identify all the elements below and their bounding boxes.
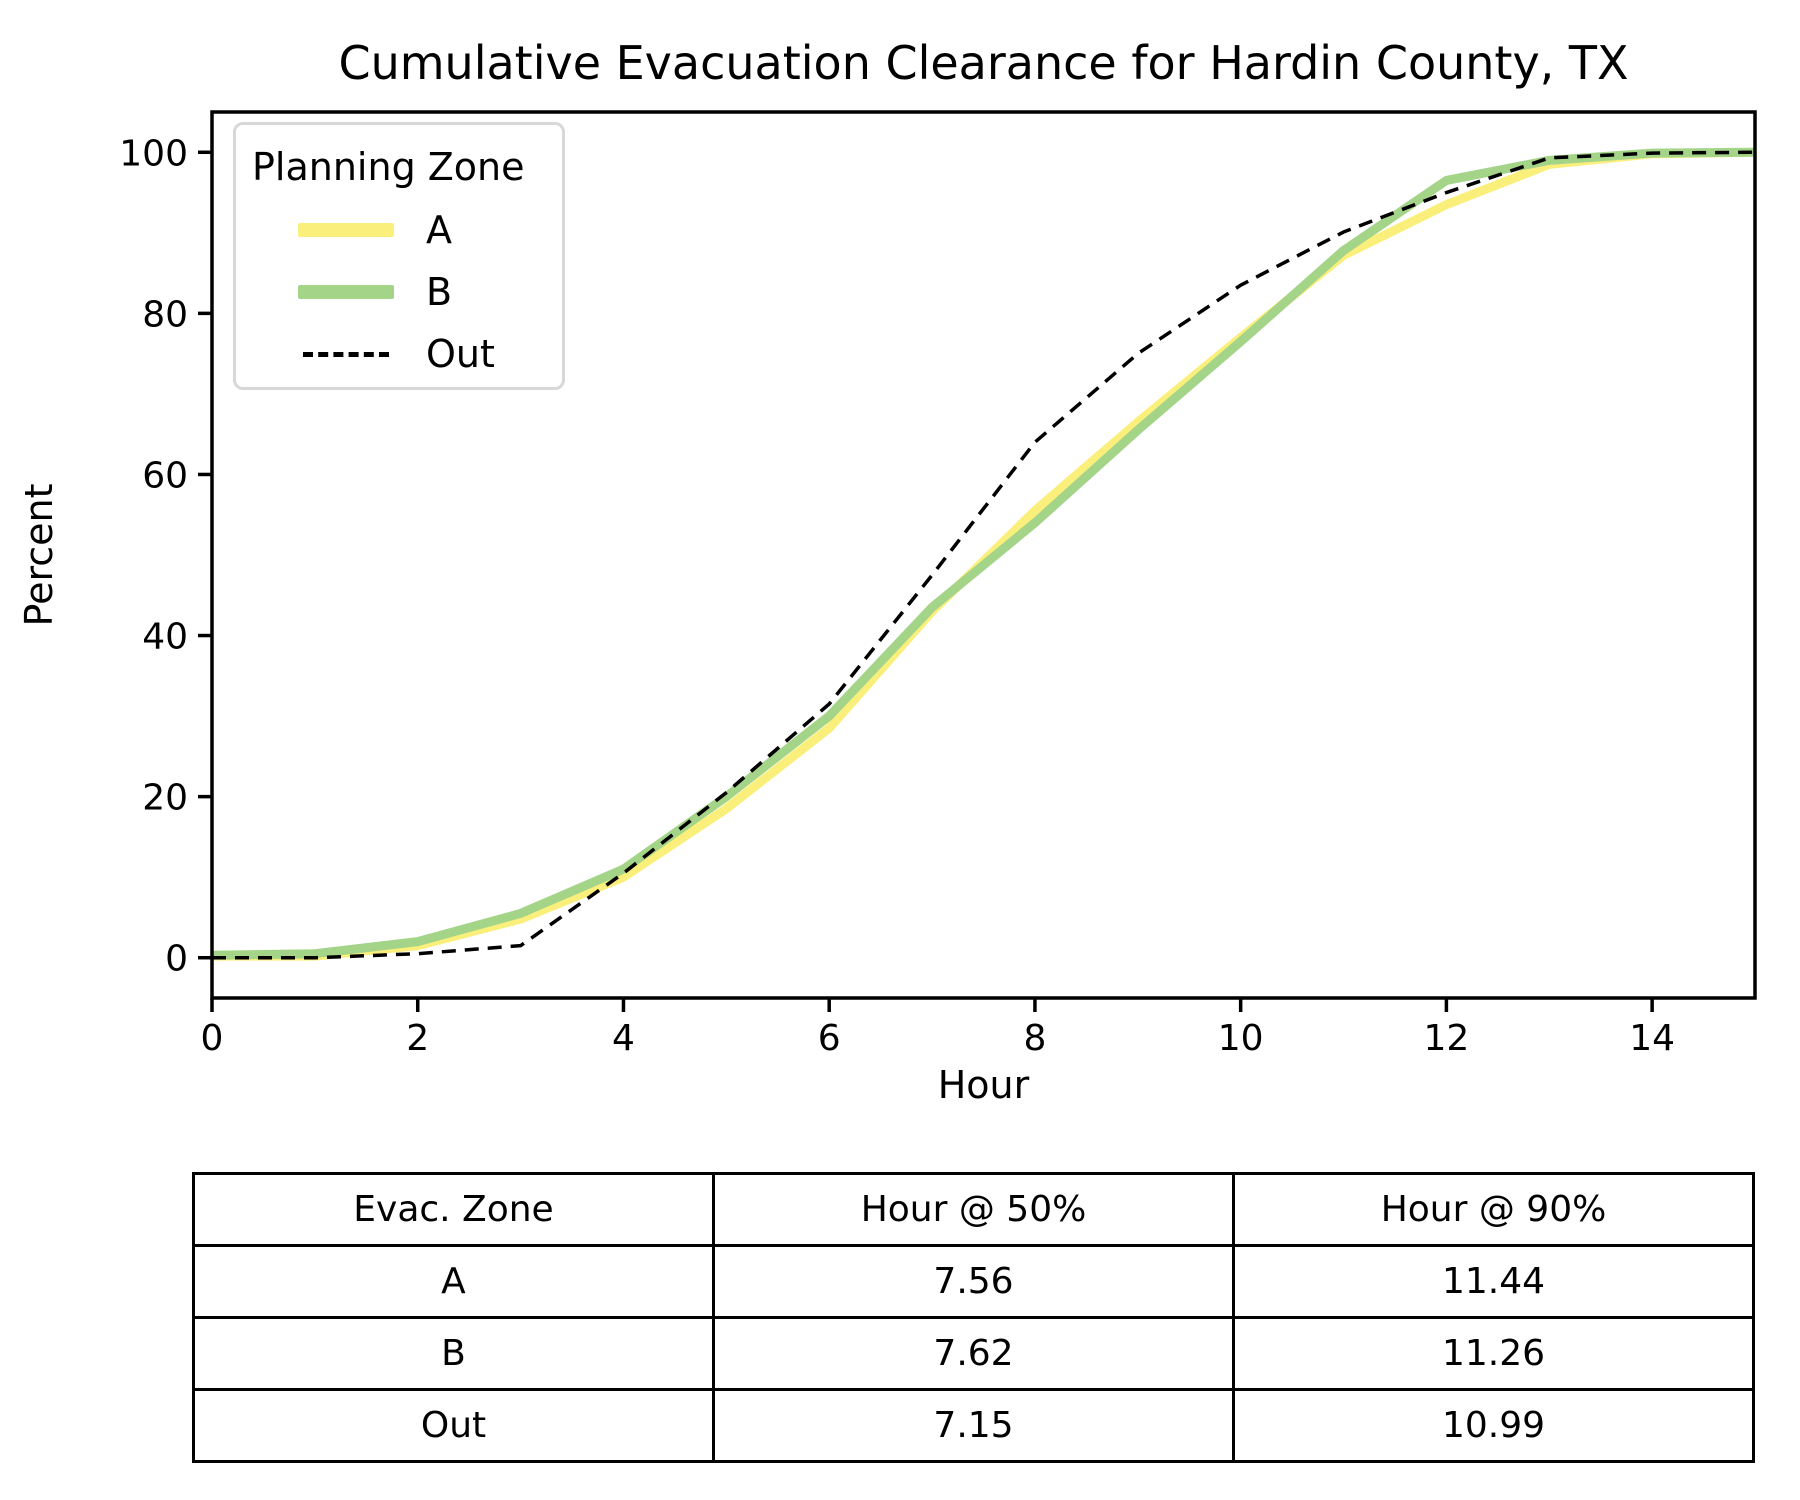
table-header-hour-90: Hour @ 90% bbox=[1232, 1172, 1755, 1247]
legend-item-out: Out bbox=[236, 323, 562, 385]
line-chart-svg: 0 2 4 6 8 10 12 14 0 20 40 60 80 100 Hour Percent bbox=[17, 110, 1757, 1107]
legend-swatch-zone-a-line bbox=[298, 223, 394, 237]
x-tick-label: 10 bbox=[1218, 1018, 1264, 1059]
table-row: B 7.62 11.26 bbox=[192, 1316, 1755, 1391]
x-tick-label: 4 bbox=[612, 1018, 635, 1059]
table-cell-hour-90: 10.99 bbox=[1232, 1388, 1755, 1463]
series-line-out bbox=[212, 150, 1756, 960]
table-cell-hour-90: 11.44 bbox=[1232, 1244, 1755, 1319]
table-row: A 7.56 11.44 bbox=[192, 1244, 1755, 1319]
x-tick-label: 0 bbox=[201, 1018, 224, 1059]
series-line-b bbox=[211, 147, 1756, 960]
x-tick-label: 6 bbox=[818, 1018, 841, 1059]
table-row: Out 7.15 10.99 bbox=[192, 1388, 1755, 1463]
chart-area: 0 2 4 6 8 10 12 14 0 20 40 60 80 100 Hour Percent Plann… bbox=[17, 110, 1757, 1107]
x-tick-label: 2 bbox=[406, 1018, 429, 1059]
y-tick-label: 20 bbox=[142, 778, 188, 819]
y-tick-label: 60 bbox=[142, 455, 188, 496]
table-header-zone: Evac. Zone bbox=[192, 1172, 715, 1247]
table-cell-hour-50: 7.56 bbox=[712, 1244, 1235, 1319]
legend-label-zone-b: B bbox=[426, 270, 453, 314]
y-tick-label: 100 bbox=[119, 133, 188, 174]
x-tick-label: 14 bbox=[1629, 1018, 1675, 1059]
y-tick-label: 80 bbox=[142, 294, 188, 335]
x-tick-label: 12 bbox=[1423, 1018, 1469, 1059]
legend-swatch-zone-b-line bbox=[298, 285, 394, 299]
legend-item-zone-a: A bbox=[236, 199, 562, 261]
y-tick-label: 40 bbox=[142, 617, 188, 658]
chart-title: Cumulative Evacuation Clearance for Hard… bbox=[338, 36, 1629, 90]
table-cell-hour-50: 7.15 bbox=[712, 1388, 1235, 1463]
legend: Planning Zone A B Out bbox=[233, 122, 565, 390]
table-header-hour-50: Hour @ 50% bbox=[712, 1172, 1235, 1247]
table-cell-hour-50: 7.62 bbox=[712, 1316, 1235, 1391]
table-cell-hour-90: 11.26 bbox=[1232, 1316, 1755, 1391]
table-cell-zone: A bbox=[192, 1244, 715, 1319]
clearance-time-table: Evac. Zone Hour @ 50% Hour @ 90% A 7.56 … bbox=[192, 1172, 1755, 1463]
table-cell-zone: Out bbox=[192, 1388, 715, 1463]
table-header-row: Evac. Zone Hour @ 50% Hour @ 90% bbox=[192, 1172, 1755, 1247]
plot-border bbox=[210, 110, 1757, 1000]
legend-swatch-out-dashed-line bbox=[298, 351, 394, 357]
legend-title: Planning Zone bbox=[252, 145, 525, 189]
legend-label-out: Out bbox=[426, 332, 495, 376]
x-tick-label: 8 bbox=[1023, 1018, 1046, 1059]
legend-label-zone-a: A bbox=[426, 208, 452, 252]
y-axis-label: Percent bbox=[17, 484, 61, 627]
table-cell-zone: B bbox=[192, 1316, 715, 1391]
y-tick-label: 0 bbox=[165, 939, 188, 980]
legend-item-zone-b: B bbox=[236, 261, 562, 323]
x-axis-label: Hour bbox=[938, 1063, 1030, 1107]
